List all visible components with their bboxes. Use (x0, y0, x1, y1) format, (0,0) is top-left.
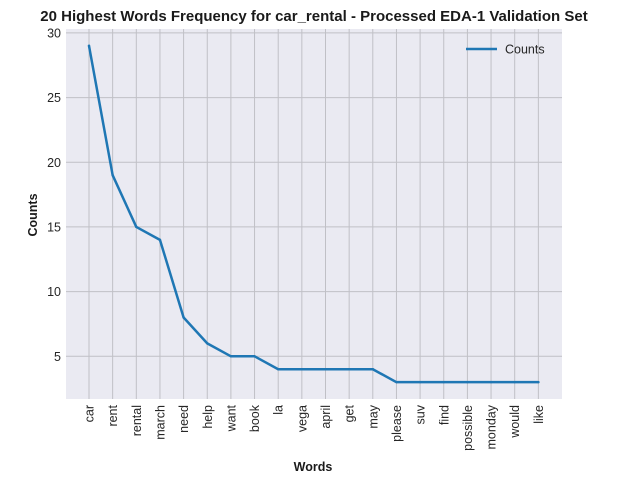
data-point (182, 316, 185, 319)
x-tick-label: car (83, 405, 97, 422)
data-point (347, 368, 351, 371)
data-point (371, 368, 374, 371)
x-tick-label: la (272, 405, 286, 415)
y-tick-label: 20 (47, 156, 61, 170)
x-tick-label: rental (130, 405, 144, 436)
y-tick-label: 10 (47, 285, 61, 299)
x-axis-label: Words (294, 460, 333, 474)
y-tick-label: 15 (47, 220, 61, 234)
grid-lines (66, 29, 562, 399)
series-layer (87, 44, 540, 384)
x-tick-label: suv (414, 404, 428, 424)
data-point (489, 380, 493, 384)
x-tick-label: vega (295, 405, 309, 432)
x-tick-label: find (437, 405, 451, 425)
data-point (253, 355, 256, 358)
x-tick-label: may (366, 404, 380, 428)
data-point (324, 368, 327, 371)
x-tick-label: please (390, 405, 404, 442)
data-point (300, 368, 304, 371)
plot-area (66, 29, 562, 399)
x-tick-label: monday (485, 404, 499, 449)
x-tick-label: march (153, 405, 167, 440)
x-tick-label: get (343, 404, 357, 422)
legend-label-counts: Counts (505, 43, 545, 57)
data-point (537, 380, 540, 384)
x-tick-label: need (177, 405, 191, 433)
x-tick-label: want (224, 404, 238, 432)
series-line-counts (87, 44, 540, 384)
chart-title: 20 Highest Words Frequency for car_renta… (40, 8, 587, 25)
x-tick-label: possible (461, 405, 475, 451)
data-point (466, 380, 469, 384)
legend: Counts (466, 43, 545, 57)
y-axis-ticks: 5 10 15 20 25 30 (47, 26, 61, 363)
x-tick-label: would (508, 405, 522, 439)
data-point (158, 238, 162, 242)
data-point (111, 173, 114, 177)
data-point (418, 380, 422, 384)
data-point (513, 380, 516, 384)
data-point (229, 355, 233, 358)
y-axis-label: Counts (26, 193, 40, 236)
data-point (87, 44, 91, 48)
data-point (395, 380, 398, 384)
x-tick-label: rent (106, 404, 120, 426)
x-axis-ticks: car rent rental march need help want book la vega… (83, 404, 546, 451)
data-point (442, 380, 445, 384)
data-point (206, 342, 209, 345)
x-tick-label: like (532, 405, 546, 424)
y-tick-label: 30 (47, 26, 61, 40)
x-tick-label: help (201, 405, 215, 429)
y-tick-label: 5 (54, 350, 61, 364)
x-tick-label: book (248, 404, 262, 432)
x-tick-label: april (319, 405, 333, 429)
data-point (277, 368, 280, 371)
data-point (135, 225, 138, 229)
y-tick-label: 25 (47, 91, 61, 105)
